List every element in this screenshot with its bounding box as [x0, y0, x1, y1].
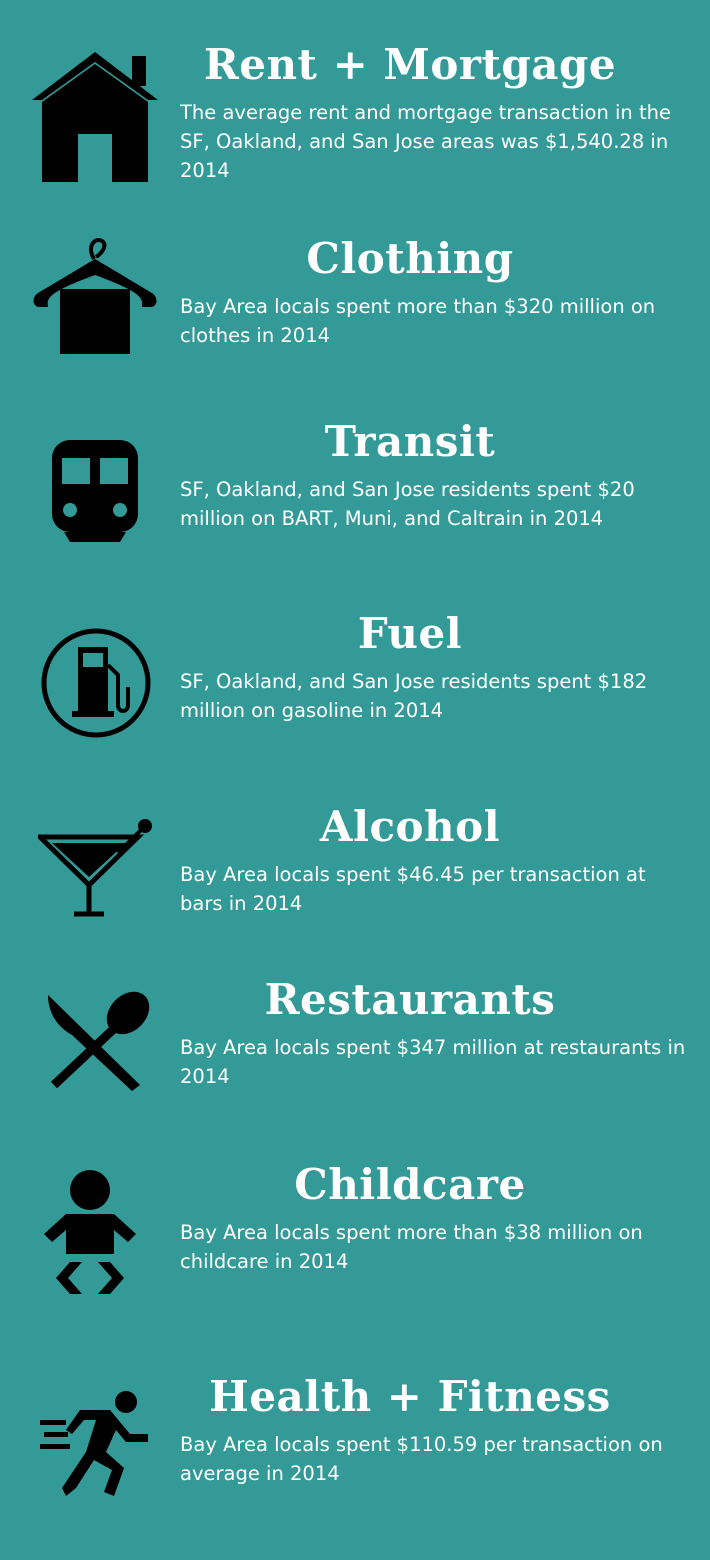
utensils-icon: [48, 991, 150, 1091]
item: Health + Fitness Bay Area locals spent $1…: [180, 1372, 700, 1488]
runner-icon: [40, 1391, 148, 1496]
item-title: Clothing: [306, 234, 514, 283]
item-text: The average rent and mortgage transactio…: [180, 101, 671, 182]
item-text: SF, Oakland, and San Jose residents spen…: [180, 478, 635, 530]
item-text: Bay Area locals spent $347 million at re…: [180, 1036, 686, 1088]
item: Transit SF, Oakland, and San Jose residen…: [180, 417, 700, 533]
item: Childcare Bay Area locals spent more than…: [180, 1160, 700, 1276]
item: Clothing Bay Area locals spent more than …: [180, 234, 700, 350]
item-text: Bay Area locals spent $46.45 per transac…: [180, 863, 646, 915]
item: Rent + Mortgage The average rent and mort…: [180, 40, 700, 185]
martini-icon: [38, 819, 152, 917]
train-icon: [52, 440, 138, 542]
item-title: Restaurants: [264, 975, 556, 1024]
item-title: Health + Fitness: [209, 1372, 611, 1421]
item-title: Alcohol: [319, 802, 501, 851]
item-title: Childcare: [294, 1160, 526, 1209]
item-title: Fuel: [357, 609, 463, 658]
item: Restaurants Bay Area locals spent $347 mi…: [180, 975, 700, 1091]
item: Fuel SF, Oakland, and San Jose residents …: [180, 609, 700, 725]
hanger-icon: [33, 238, 157, 354]
item-text: SF, Oakland, and San Jose residents spen…: [180, 670, 648, 722]
item-text: Bay Area locals spent $110.59 per transa…: [180, 1433, 663, 1485]
item-title: Transit: [324, 417, 496, 466]
item: Alcohol Bay Area locals spent $46.45 per …: [180, 802, 700, 918]
item-title: Rent + Mortgage: [203, 40, 617, 89]
item-text: Bay Area locals spent more than $320 mil…: [180, 295, 656, 347]
house-icon: [32, 52, 158, 182]
baby-icon: [44, 1170, 136, 1294]
item-text: Bay Area locals spent more than $38 mill…: [180, 1221, 643, 1273]
fuel-icon: [41, 628, 151, 738]
